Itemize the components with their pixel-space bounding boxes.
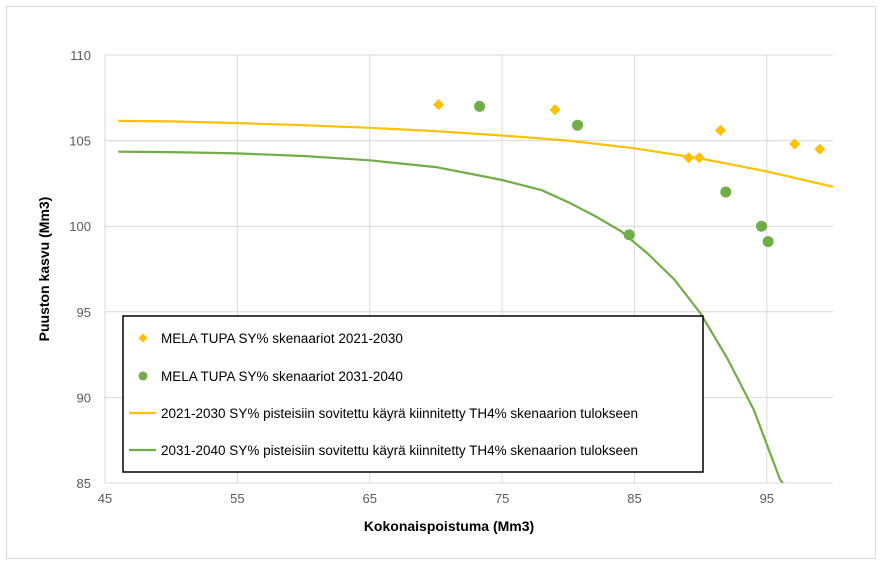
y-tick-label: 100	[69, 219, 91, 234]
x-tick-label: 65	[362, 491, 376, 506]
x-tick-label: 75	[495, 491, 509, 506]
scenario-2031-2040-point	[762, 236, 774, 248]
legend-entry-label: MELA TUPA SY% skenaariot 2031-2040	[161, 369, 403, 384]
scenario-2021-2030-point	[814, 143, 826, 155]
legend-circle-marker	[138, 371, 148, 381]
scenario-2031-2040-point	[756, 220, 768, 232]
x-tick-label: 95	[760, 491, 774, 506]
scenario-2021-2030-point	[789, 138, 801, 150]
chart-frame: 45 55 65 75 85 95 85 90 95 100 105 110 Kokonaispois…	[6, 6, 876, 559]
legend-diamond-marker	[138, 333, 148, 343]
y-axis-title: Puuston kasvu (Mm3)	[36, 197, 52, 342]
x-tick-label: 85	[627, 491, 641, 506]
scenario-2021-2030-point	[714, 124, 726, 136]
y-tick-label: 90	[77, 390, 91, 405]
scenario-2031-2040-point	[474, 100, 486, 112]
y-tick-label: 110	[70, 48, 91, 63]
grid-layer	[104, 54, 833, 484]
x-tick-label: 55	[230, 491, 244, 506]
legend-entry-label: MELA TUPA SY% skenaariot 2021-2030	[161, 331, 403, 346]
series-layer	[118, 99, 833, 483]
legend-entry-label: 2031-2040 SY% pisteisiin sovitettu käyrä…	[161, 443, 638, 458]
x-axis-title: Kokonaispoistuma (Mm3)	[364, 518, 534, 534]
y-tick-label: 105	[69, 134, 91, 149]
scenario-2031-2040-point	[572, 119, 584, 131]
fitted-curve-line-2	[118, 150, 784, 483]
scenario-2021-2030-point	[549, 104, 561, 116]
scenario-2021-2030-point	[693, 152, 705, 164]
legend-box	[122, 315, 704, 473]
legend-entry-label: 2021-2030 SY% pisteisiin sovitettu käyrä…	[161, 406, 638, 421]
y-tick-label: 85	[77, 476, 91, 491]
scenario-2021-2030-point	[683, 152, 695, 164]
y-tick-label: 95	[77, 305, 91, 320]
scenario-2031-2040-point	[720, 186, 732, 198]
legend: MELA TUPA SY% skenaariot 2021-2030 MELA T…	[122, 315, 704, 473]
axis-layer: 45 55 65 75 85 95 85 90 95 100 105 110	[69, 48, 774, 506]
scenario-2031-2040-point	[623, 229, 635, 241]
chart-canvas: 45 55 65 75 85 95 85 90 95 100 105 110 Kokonaispois…	[36, 48, 833, 534]
fitted-curve-line-1	[118, 119, 833, 188]
x-tick-label: 45	[98, 491, 112, 506]
scenario-2021-2030-point	[433, 99, 445, 111]
